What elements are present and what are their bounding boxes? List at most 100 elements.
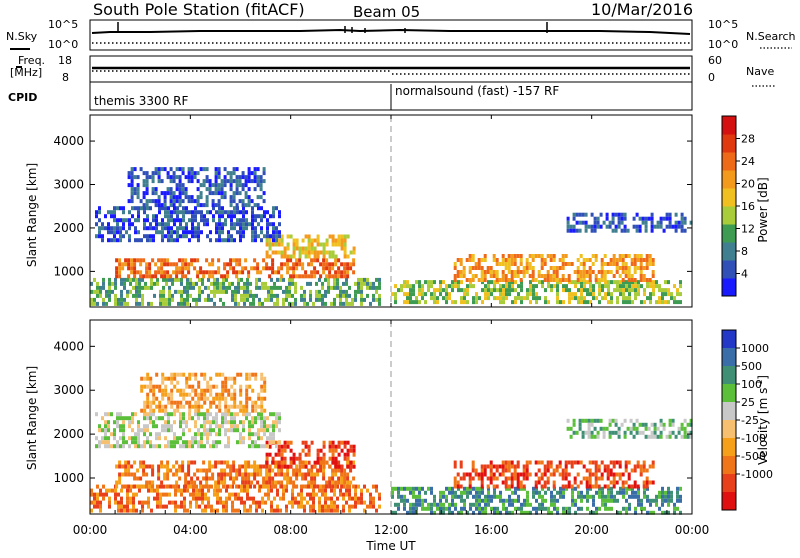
velocity-cell xyxy=(403,506,406,511)
power-cell xyxy=(427,284,430,289)
power-cell xyxy=(403,284,406,289)
power-cell xyxy=(263,214,266,219)
velocity-cell xyxy=(637,486,640,491)
power-cell xyxy=(292,262,296,267)
power-cell xyxy=(372,285,375,290)
power-cell xyxy=(157,167,161,172)
power-cell xyxy=(95,210,98,215)
velocity-cell xyxy=(322,468,326,473)
power-cell xyxy=(592,284,595,289)
power-cell xyxy=(139,270,143,275)
power-cell xyxy=(145,266,149,271)
velocity-cell xyxy=(453,464,457,469)
power-cell xyxy=(561,254,565,258)
power-cell xyxy=(242,210,245,215)
velocity-cell xyxy=(511,502,514,507)
velocity-cell xyxy=(400,486,403,491)
power-cell xyxy=(93,297,96,302)
power-cell xyxy=(590,224,594,229)
power-cell xyxy=(324,289,327,294)
velocity-cell xyxy=(227,436,230,441)
power-cell xyxy=(321,301,324,306)
velocity-cell xyxy=(122,440,125,445)
velocity-cell xyxy=(164,436,167,441)
velocity-cell xyxy=(315,492,318,497)
velocity-cell xyxy=(146,404,150,409)
velocity-cell xyxy=(331,476,335,481)
power-cell xyxy=(505,280,508,285)
velocity-cell xyxy=(659,434,663,439)
power-cell xyxy=(242,214,245,219)
velocity-cell xyxy=(260,436,263,441)
power-cell xyxy=(115,258,119,263)
velocity-cell xyxy=(167,416,170,421)
power-cell xyxy=(276,301,279,306)
velocity-cell xyxy=(540,472,544,477)
velocity-cell xyxy=(324,488,327,493)
power-cell xyxy=(552,254,556,258)
velocity-cell xyxy=(680,434,684,439)
velocity-cell xyxy=(556,510,559,515)
power-cell xyxy=(238,179,242,184)
velocity-cell xyxy=(520,506,523,511)
power-cell xyxy=(664,292,667,297)
velocity-cell xyxy=(123,504,126,509)
power-cell xyxy=(221,230,224,235)
velocity-cell xyxy=(239,440,242,445)
power-cell xyxy=(173,238,176,243)
velocity-cell xyxy=(200,392,204,397)
power-cell xyxy=(611,212,615,217)
velocity-cell xyxy=(127,464,131,469)
velocity-cell xyxy=(99,500,102,505)
velocity-cell xyxy=(468,480,472,485)
power-cell xyxy=(615,270,619,274)
velocity-cell xyxy=(182,432,185,437)
power-cell xyxy=(167,214,170,219)
power-cell xyxy=(505,288,508,293)
velocity-cell xyxy=(170,376,174,381)
velocity-cell xyxy=(609,468,613,473)
velocity-cell xyxy=(349,444,353,449)
velocity-cell xyxy=(226,460,230,465)
velocity-cell xyxy=(223,468,227,473)
velocity-cell xyxy=(594,468,598,473)
velocity-cell xyxy=(598,506,601,511)
power-cell xyxy=(288,281,291,286)
power-cell xyxy=(486,270,490,274)
velocity-cell xyxy=(165,504,168,509)
velocity-cell xyxy=(348,484,351,489)
power-cell xyxy=(492,254,496,258)
velocity-cell xyxy=(175,480,179,485)
power-cell xyxy=(656,224,660,229)
velocity-cell xyxy=(322,452,326,457)
velocity-cell xyxy=(181,468,185,473)
power-cell xyxy=(116,238,119,243)
power-cell xyxy=(217,175,221,180)
velocity-cell xyxy=(306,492,309,497)
velocity-cell xyxy=(649,510,652,515)
velocity-cell xyxy=(264,500,267,505)
velocity-cell xyxy=(526,510,529,515)
power-cell xyxy=(125,230,128,235)
power-cell xyxy=(439,280,442,285)
velocity-cell xyxy=(146,372,150,377)
power-cell xyxy=(559,280,562,285)
power-cell xyxy=(171,293,174,298)
velocity-cell xyxy=(245,376,249,381)
power-cell xyxy=(165,277,168,282)
velocity-cell xyxy=(459,464,463,469)
power-cell xyxy=(204,285,207,290)
velocity-cell xyxy=(300,504,303,509)
velocity-cell xyxy=(646,486,649,491)
power-cell xyxy=(504,274,508,278)
power-cell xyxy=(230,214,233,219)
velocity-cell xyxy=(260,428,263,433)
power-cell xyxy=(221,214,224,219)
velocity-cell xyxy=(301,484,305,489)
velocity-cell xyxy=(233,392,237,397)
velocity-cell xyxy=(612,476,616,481)
power-cell xyxy=(110,238,113,243)
velocity-cell xyxy=(244,460,248,465)
power-cell xyxy=(612,258,616,262)
velocity-cell xyxy=(589,486,592,491)
